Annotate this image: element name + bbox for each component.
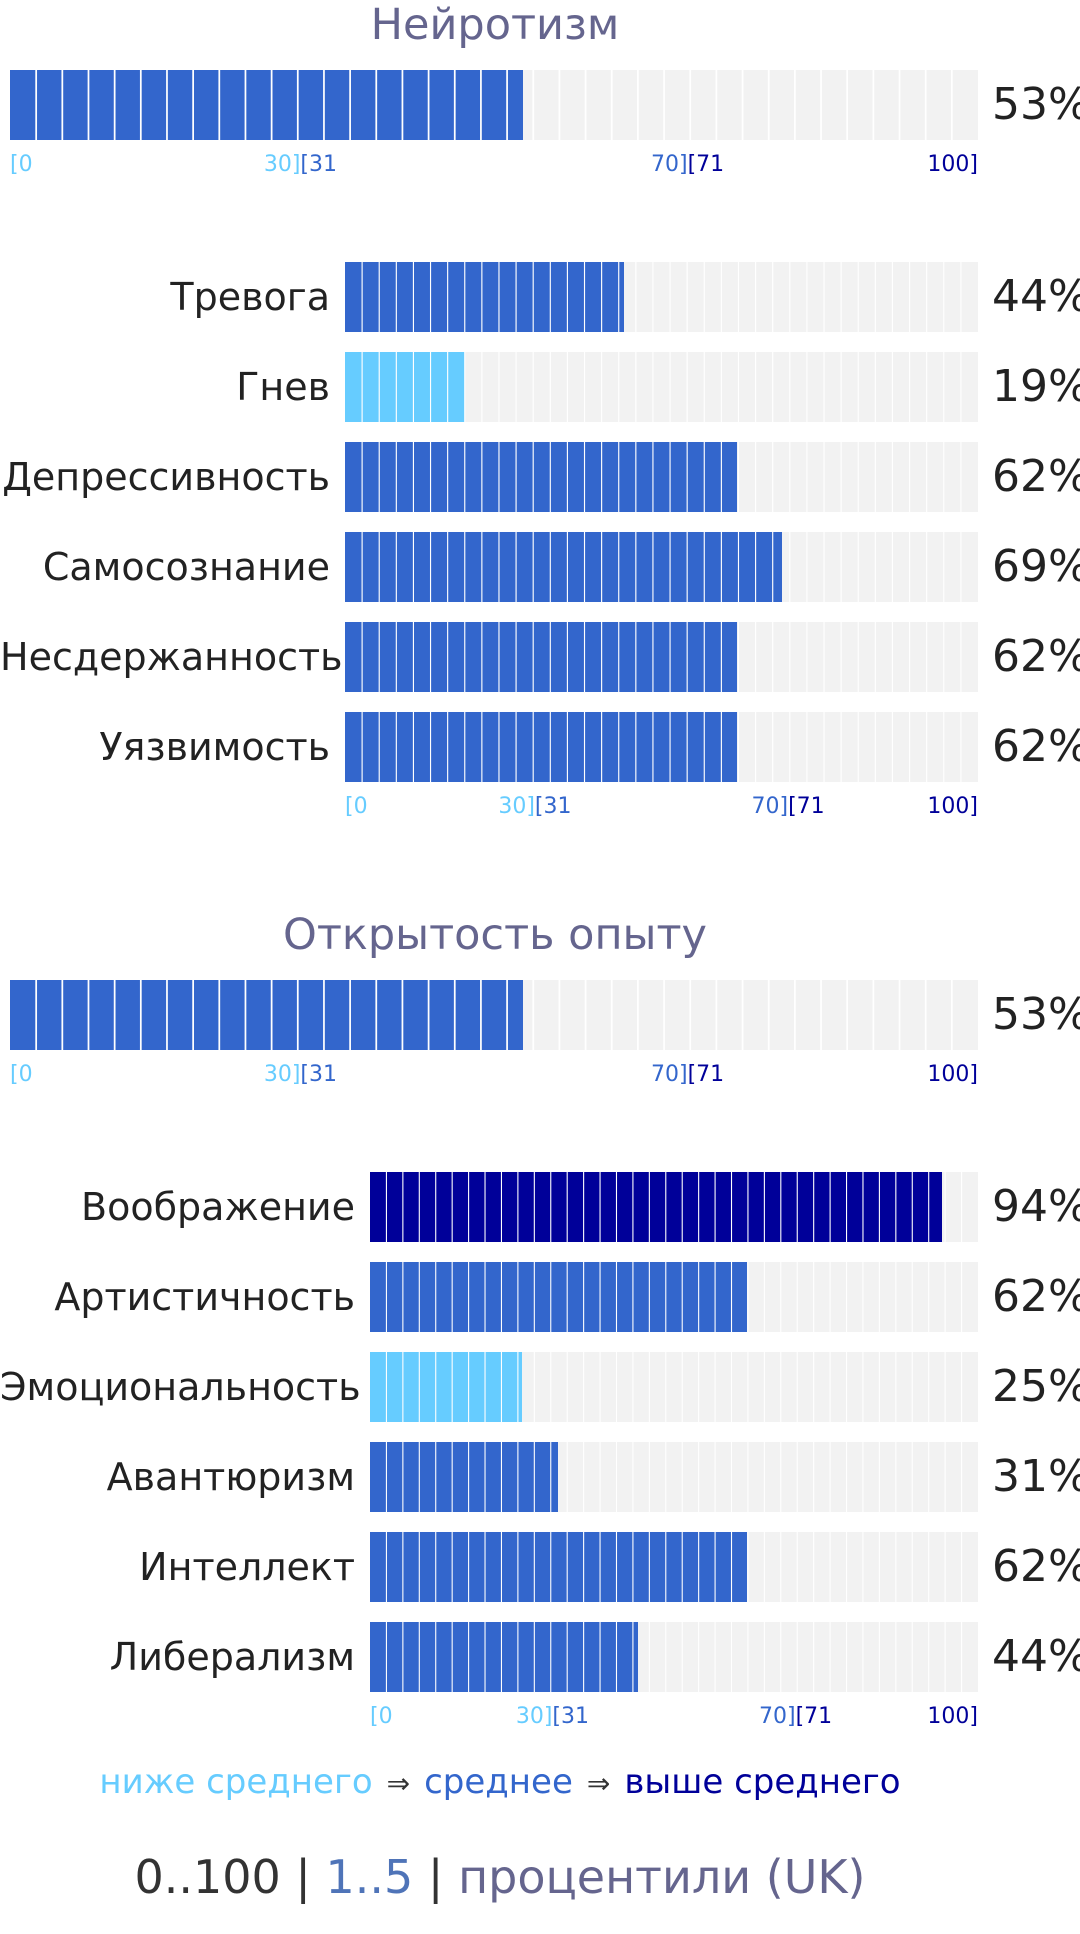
footer-separator-2: | — [413, 1850, 459, 1904]
facet-percent-neuroticism-3: 69% — [992, 541, 1080, 592]
scale-tick-label: 100] — [927, 1704, 978, 1729]
scale-tick-label: 100] — [927, 1062, 978, 1087]
facet-label-neuroticism-1: Гнев — [236, 365, 330, 409]
footer-link-percentiles[interactable]: процентили (UK) — [458, 1850, 866, 1904]
bar-fill — [370, 1352, 522, 1422]
bar-fill — [345, 532, 782, 602]
scale-tick-label: [0 — [10, 152, 33, 177]
scale-tick-label: [71 — [687, 152, 725, 177]
section-title-neuroticism: Нейротизм — [370, 0, 620, 50]
facet-percent-openness-3: 31% — [992, 1451, 1080, 1502]
facet-bar-openness-2 — [370, 1352, 978, 1422]
scale-tick-label: 70] — [651, 152, 688, 177]
bar-fill — [10, 980, 524, 1050]
facet-label-neuroticism-5: Уязвимость — [99, 725, 330, 769]
facet-bar-neuroticism-1 — [345, 352, 978, 422]
facet-label-openness-2: Эмоциональность — [0, 1365, 361, 1409]
scale-tick-label: [0 — [345, 794, 368, 819]
footer-scale-switch: 0..100 | 1..5 | процентили (UK) — [0, 1850, 1000, 1904]
facet-percent-neuroticism-2: 62% — [992, 451, 1080, 502]
facet-label-neuroticism-3: Самосознание — [42, 545, 330, 589]
scale-tick-label: 30] — [263, 1062, 301, 1087]
facet-label-openness-4: Интеллект — [139, 1545, 355, 1589]
facet-label-openness-1: Артистичность — [54, 1275, 355, 1319]
scale-tick-label: 30] — [498, 794, 535, 819]
main-percent-neuroticism: 53% — [992, 79, 1080, 130]
facet-bar-neuroticism-2 — [345, 442, 978, 512]
scale-openness-facets: [0 30] [31 70] [71 100] — [370, 1704, 978, 1734]
bar-fill — [345, 712, 738, 782]
scale-tick-label: 100] — [927, 794, 978, 819]
scale-tick-label: 70] — [759, 1704, 796, 1729]
bar-fill — [370, 1622, 638, 1692]
scale-tick-label: 70] — [751, 794, 789, 819]
facet-percent-openness-0: 94% — [992, 1181, 1080, 1232]
scale-tick-label: [71 — [687, 1062, 725, 1087]
legend-below: ниже среднего — [99, 1762, 373, 1802]
bar-fill — [370, 1442, 559, 1512]
facet-percent-openness-4: 62% — [992, 1541, 1080, 1592]
facet-percent-neuroticism-5: 62% — [992, 721, 1080, 772]
facet-label-neuroticism-4: Несдержанность — [0, 635, 343, 679]
facet-bar-openness-5 — [370, 1622, 978, 1692]
scale-openness-main: [0 30] [31 70] [71 100] — [10, 1062, 978, 1092]
bar-fill — [345, 442, 738, 512]
scale-tick-label: 70] — [651, 1062, 688, 1087]
scale-tick-label: [0 — [10, 1062, 33, 1087]
legend: ниже среднего ⇒ среднее ⇒ выше среднего — [0, 1762, 1000, 1802]
legend-arrow-1: ⇒ — [386, 1767, 411, 1800]
facet-bar-neuroticism-3 — [345, 532, 978, 602]
footer-link-1-5[interactable]: 1..5 — [325, 1850, 414, 1904]
footer-separator-1: | — [280, 1850, 326, 1904]
scale-tick-label: [31 — [552, 1704, 589, 1729]
bar-fill — [370, 1262, 747, 1332]
facet-bar-neuroticism-5 — [345, 712, 978, 782]
scale-tick-label: 100] — [927, 152, 978, 177]
bar-fill — [345, 352, 466, 422]
facet-percent-neuroticism-4: 62% — [992, 631, 1080, 682]
facet-label-openness-3: Авантюризм — [106, 1455, 355, 1499]
main-bar-openness — [10, 980, 978, 1050]
bar-fill — [370, 1532, 747, 1602]
scale-tick-label: [31 — [534, 794, 572, 819]
facet-bar-openness-1 — [370, 1262, 978, 1332]
facet-bar-openness-3 — [370, 1442, 978, 1512]
main-percent-openness: 53% — [992, 989, 1080, 1040]
bar-fill — [345, 622, 738, 692]
scale-tick-label: [0 — [370, 1704, 393, 1729]
facet-label-openness-0: Воображение — [81, 1185, 355, 1229]
bar-fill — [10, 70, 524, 140]
bar-fill — [370, 1172, 942, 1242]
legend-average: среднее — [424, 1762, 573, 1802]
facet-percent-neuroticism-0: 44% — [992, 271, 1080, 322]
facet-percent-openness-1: 62% — [992, 1271, 1080, 1322]
facet-percent-openness-5: 44% — [992, 1631, 1080, 1682]
scale-tick-label: 30] — [263, 152, 301, 177]
legend-arrow-2: ⇒ — [586, 1767, 611, 1800]
legend-above: выше среднего — [624, 1762, 901, 1802]
facet-bar-openness-4 — [370, 1532, 978, 1602]
facet-percent-openness-2: 25% — [992, 1361, 1080, 1412]
scale-neuroticism-main: [0 30] [31 70] [71 100] — [10, 152, 978, 182]
scale-tick-label: [71 — [788, 794, 825, 819]
section-title-openness: Открытость опыту — [282, 910, 708, 960]
scale-tick-label: [31 — [300, 152, 337, 177]
facet-bar-neuroticism-0 — [345, 262, 978, 332]
facet-bar-openness-0 — [370, 1172, 978, 1242]
facet-label-neuroticism-2: Депрессивность — [2, 455, 330, 499]
footer-range-0-100[interactable]: 0..100 — [134, 1850, 281, 1904]
scale-tick-label: [31 — [300, 1062, 337, 1087]
scale-tick-label: 30] — [515, 1704, 553, 1729]
facet-label-openness-5: Либерализм — [109, 1635, 355, 1679]
bar-fill — [345, 262, 624, 332]
main-bar-neuroticism — [10, 70, 978, 140]
facet-percent-neuroticism-1: 19% — [992, 361, 1080, 412]
scale-neuroticism-facets: [0 30] [31 70] [71 100] — [345, 794, 978, 824]
facet-label-neuroticism-0: Тревога — [170, 275, 330, 319]
scale-tick-label: [71 — [795, 1704, 833, 1729]
facet-bar-neuroticism-4 — [345, 622, 978, 692]
